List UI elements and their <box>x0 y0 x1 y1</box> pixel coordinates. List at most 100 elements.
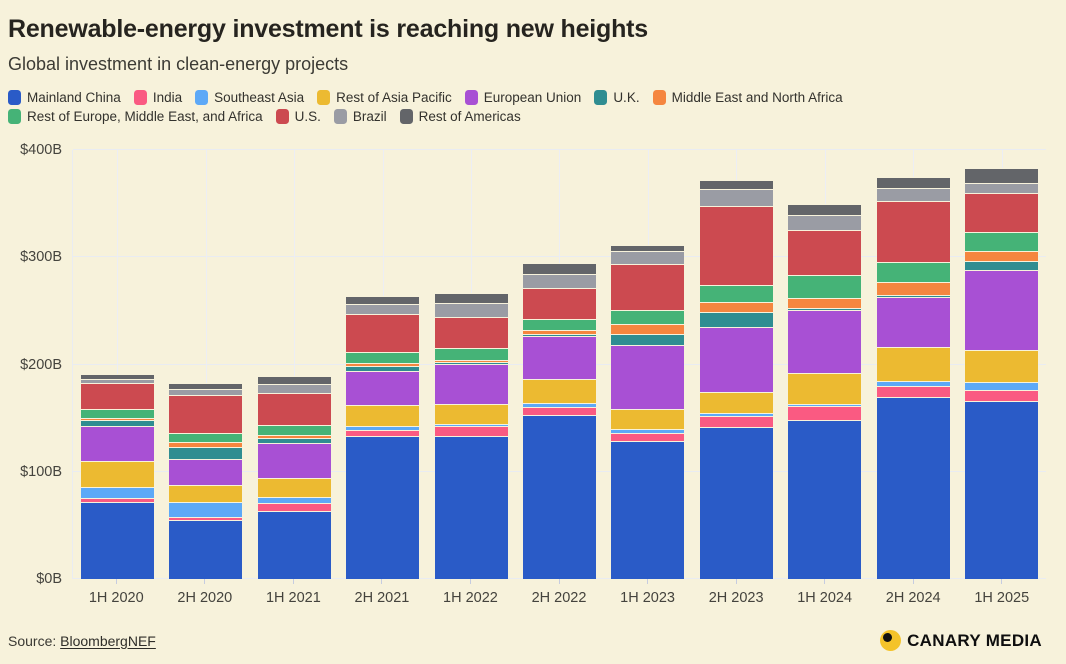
segment-rest-of-americas[interactable] <box>876 177 950 188</box>
segment-southeast-asia[interactable] <box>346 426 420 430</box>
segment-european-union[interactable] <box>257 443 331 478</box>
segment-middle-east-and-north-africa[interactable] <box>80 418 154 420</box>
segment-middle-east-and-north-africa[interactable] <box>788 298 862 308</box>
segment-middle-east-and-north-africa[interactable] <box>257 435 331 438</box>
segment-rest-of-americas[interactable] <box>788 204 862 215</box>
segment-middle-east-and-north-africa[interactable] <box>169 442 243 447</box>
segment-rest-of-europe-middle-east-and-africa[interactable] <box>522 319 596 330</box>
segment-brazil[interactable] <box>699 189 773 206</box>
segment-u-k[interactable] <box>788 308 862 310</box>
segment-rest-of-asia-pacific[interactable] <box>169 485 243 502</box>
segment-middle-east-and-north-africa[interactable] <box>876 282 950 295</box>
segment-rest-of-americas[interactable] <box>434 293 508 303</box>
segment-india[interactable] <box>876 386 950 397</box>
segment-u-k[interactable] <box>434 362 508 364</box>
segment-brazil[interactable] <box>434 303 508 317</box>
segment-rest-of-asia-pacific[interactable] <box>346 405 420 426</box>
segment-rest-of-europe-middle-east-and-africa[interactable] <box>80 409 154 418</box>
segment-india[interactable] <box>965 390 1039 401</box>
segment-european-union[interactable] <box>346 371 420 405</box>
segment-rest-of-asia-pacific[interactable] <box>611 409 685 429</box>
segment-rest-of-europe-middle-east-and-africa[interactable] <box>346 352 420 363</box>
segment-u-s[interactable] <box>611 264 685 310</box>
segment-u-k[interactable] <box>876 295 950 297</box>
segment-u-k[interactable] <box>169 447 243 459</box>
segment-european-union[interactable] <box>611 345 685 409</box>
segment-southeast-asia[interactable] <box>522 403 596 407</box>
segment-european-union[interactable] <box>434 364 508 404</box>
segment-u-k[interactable] <box>346 366 420 371</box>
segment-u-s[interactable] <box>965 193 1039 232</box>
segment-southeast-asia[interactable] <box>257 497 331 503</box>
segment-rest-of-asia-pacific[interactable] <box>876 347 950 381</box>
segment-u-k[interactable] <box>965 261 1039 270</box>
segment-u-s[interactable] <box>346 314 420 352</box>
segment-brazil[interactable] <box>876 188 950 201</box>
segment-middle-east-and-north-africa[interactable] <box>346 363 420 366</box>
segment-rest-of-asia-pacific[interactable] <box>257 478 331 497</box>
segment-mainland-china[interactable] <box>876 397 950 579</box>
segment-southeast-asia[interactable] <box>788 404 862 406</box>
segment-rest-of-americas[interactable] <box>257 376 331 384</box>
segment-rest-of-europe-middle-east-and-africa[interactable] <box>788 275 862 298</box>
segment-rest-of-europe-middle-east-and-africa[interactable] <box>257 425 331 435</box>
segment-european-union[interactable] <box>169 459 243 485</box>
segment-rest-of-asia-pacific[interactable] <box>80 461 154 487</box>
segment-southeast-asia[interactable] <box>80 487 154 498</box>
segment-u-k[interactable] <box>257 438 331 443</box>
segment-mainland-china[interactable] <box>169 520 243 579</box>
segment-southeast-asia[interactable] <box>965 382 1039 390</box>
segment-rest-of-europe-middle-east-and-africa[interactable] <box>876 262 950 282</box>
segment-southeast-asia[interactable] <box>611 429 685 433</box>
segment-southeast-asia[interactable] <box>876 381 950 386</box>
segment-rest-of-asia-pacific[interactable] <box>788 373 862 404</box>
segment-rest-of-asia-pacific[interactable] <box>434 404 508 424</box>
segment-brazil[interactable] <box>611 251 685 264</box>
segment-brazil[interactable] <box>169 389 243 395</box>
segment-rest-of-americas[interactable] <box>965 168 1039 183</box>
segment-middle-east-and-north-africa[interactable] <box>699 302 773 312</box>
segment-brazil[interactable] <box>257 384 331 393</box>
segment-india[interactable] <box>434 426 508 436</box>
segment-u-s[interactable] <box>80 383 154 409</box>
segment-u-k[interactable] <box>611 334 685 345</box>
segment-india[interactable] <box>611 433 685 441</box>
segment-southeast-asia[interactable] <box>699 413 773 416</box>
segment-brazil[interactable] <box>965 183 1039 193</box>
segment-u-k[interactable] <box>522 334 596 336</box>
segment-u-s[interactable] <box>257 393 331 425</box>
segment-mainland-china[interactable] <box>434 436 508 579</box>
segment-mainland-china[interactable] <box>965 401 1039 579</box>
segment-u-s[interactable] <box>522 288 596 319</box>
segment-middle-east-and-north-africa[interactable] <box>434 360 508 362</box>
segment-european-union[interactable] <box>876 297 950 347</box>
segment-u-s[interactable] <box>434 317 508 348</box>
segment-india[interactable] <box>169 517 243 520</box>
segment-u-s[interactable] <box>788 230 862 275</box>
segment-rest-of-americas[interactable] <box>699 180 773 189</box>
segment-u-s[interactable] <box>876 201 950 262</box>
segment-u-s[interactable] <box>699 206 773 285</box>
segment-mainland-china[interactable] <box>611 441 685 579</box>
segment-european-union[interactable] <box>522 336 596 379</box>
segment-india[interactable] <box>699 416 773 427</box>
segment-middle-east-and-north-africa[interactable] <box>611 324 685 334</box>
segment-rest-of-europe-middle-east-and-africa[interactable] <box>611 310 685 324</box>
segment-mainland-china[interactable] <box>346 436 420 579</box>
segment-india[interactable] <box>257 503 331 511</box>
segment-middle-east-and-north-africa[interactable] <box>522 330 596 334</box>
segment-mainland-china[interactable] <box>257 511 331 579</box>
segment-brazil[interactable] <box>80 379 154 383</box>
segment-rest-of-asia-pacific[interactable] <box>522 379 596 403</box>
segment-southeast-asia[interactable] <box>169 502 243 517</box>
segment-rest-of-americas[interactable] <box>169 383 243 389</box>
segment-mainland-china[interactable] <box>699 427 773 579</box>
segment-rest-of-europe-middle-east-and-africa[interactable] <box>169 433 243 442</box>
segment-rest-of-americas[interactable] <box>346 296 420 304</box>
segment-india[interactable] <box>522 407 596 415</box>
segment-brazil[interactable] <box>346 304 420 314</box>
segment-brazil[interactable] <box>522 274 596 288</box>
segment-rest-of-europe-middle-east-and-africa[interactable] <box>434 348 508 360</box>
segment-rest-of-americas[interactable] <box>611 245 685 251</box>
segment-u-k[interactable] <box>699 312 773 327</box>
